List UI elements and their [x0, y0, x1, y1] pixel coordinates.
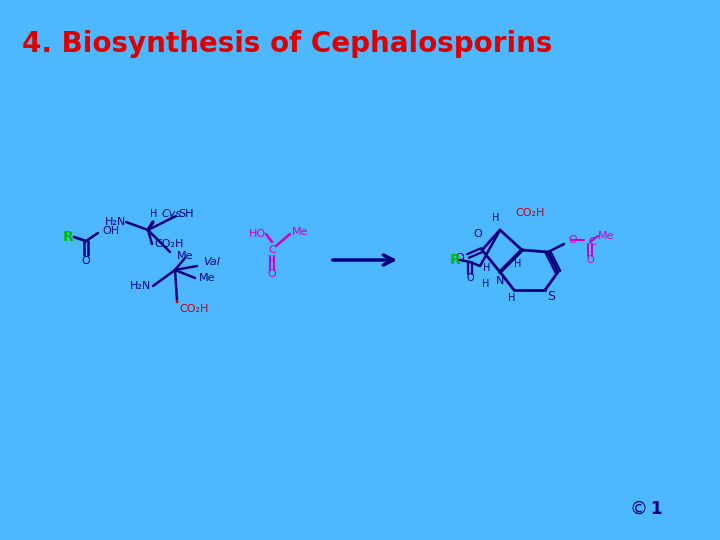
Text: O: O [466, 273, 474, 283]
Text: S: S [547, 289, 555, 302]
Text: N: N [496, 276, 504, 286]
Text: HO: HO [249, 229, 266, 239]
Text: O: O [268, 269, 276, 279]
Text: CO₂H: CO₂H [179, 304, 208, 314]
Text: Cys: Cys [162, 209, 182, 219]
Text: C: C [268, 245, 276, 255]
Text: H: H [514, 259, 522, 269]
Text: Me: Me [177, 251, 194, 261]
Text: Val: Val [203, 257, 220, 267]
Text: ©: © [629, 500, 647, 518]
Text: H: H [492, 213, 500, 223]
Text: O: O [455, 253, 464, 263]
Text: C: C [588, 237, 595, 247]
Text: H: H [269, 257, 276, 267]
Text: 1: 1 [650, 500, 662, 518]
Text: O: O [568, 235, 577, 245]
Text: 4. Biosynthesis of Cephalosporins: 4. Biosynthesis of Cephalosporins [22, 30, 552, 58]
Text: CO₂H: CO₂H [516, 208, 545, 218]
Text: OH: OH [102, 226, 119, 236]
Text: CO₂H: CO₂H [154, 239, 184, 249]
Text: O: O [474, 229, 482, 239]
Text: H: H [150, 209, 158, 219]
Text: H₂N: H₂N [104, 217, 126, 227]
Text: Me: Me [598, 231, 614, 241]
Text: H: H [482, 279, 490, 289]
Text: R: R [63, 230, 73, 244]
Text: SH: SH [178, 209, 194, 219]
Text: O: O [81, 256, 91, 266]
Text: H: H [508, 293, 516, 303]
Text: Me: Me [292, 227, 308, 237]
Text: H: H [483, 263, 490, 273]
Text: H₂N: H₂N [130, 281, 151, 291]
Text: R: R [449, 253, 460, 267]
Text: O: O [586, 255, 594, 265]
Text: Me: Me [199, 273, 215, 283]
